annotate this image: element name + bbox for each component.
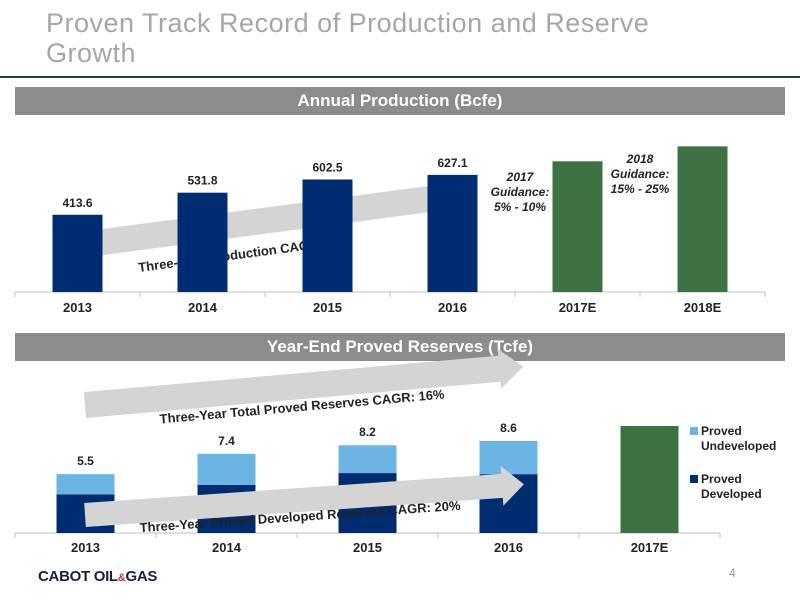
proved-undeveloped-bar xyxy=(338,445,397,474)
guidance-2017-label: Guidance: xyxy=(491,185,550,199)
guidance-2018-label: 15% - 25% xyxy=(611,182,670,196)
legend-swatch xyxy=(690,427,698,435)
production-bar xyxy=(677,146,728,292)
legend-label: Undeveloped xyxy=(701,439,776,453)
legend-label: Proved xyxy=(701,472,742,486)
title-divider xyxy=(0,76,800,78)
production-chart-title: Annual Production (Bcfe) xyxy=(15,87,785,115)
reserves-total-label: 7.4 xyxy=(218,434,235,448)
legend-label: Developed xyxy=(701,487,762,501)
reserves-x-tick-label: 2013 xyxy=(71,540,100,555)
production-x-tick-label: 2015 xyxy=(313,300,342,315)
reserves-chart: Three-Year Total Proved Reserves CAGR: 1… xyxy=(14,348,776,555)
proved-undeveloped-bar xyxy=(197,453,256,485)
production-value-label: 602.5 xyxy=(312,160,342,174)
guidance-2018-label: Guidance: xyxy=(611,167,670,181)
proved-undeveloped-bar xyxy=(479,440,538,475)
production-x-tick-label: 2017E xyxy=(559,300,597,315)
logo-amp: & xyxy=(117,572,126,584)
production-x-tick-label: 2014 xyxy=(188,300,218,315)
production-value-label: 627.1 xyxy=(437,156,467,170)
reserves-chart-title: Year-End Proved Reserves (Tcfe) xyxy=(15,333,785,361)
reserves-x-tick-label: 2017E xyxy=(631,540,669,555)
guidance-2017-label: 5% - 10% xyxy=(494,200,546,214)
slide-title: Proven Track Record of Production and Re… xyxy=(46,8,650,68)
logo-end: GAS xyxy=(125,568,158,585)
guidance-2017-label: 2017 xyxy=(506,170,535,184)
legend-label: Proved xyxy=(701,424,742,438)
production-bar xyxy=(427,174,478,292)
production-cagr-arrow xyxy=(78,176,457,258)
reserves-2017e-bar xyxy=(620,425,679,533)
reserves-total-label: 5.5 xyxy=(77,454,94,468)
developed-reserves-cagr-arrow xyxy=(84,465,524,527)
production-bar xyxy=(302,179,353,292)
legend-swatch xyxy=(690,475,698,483)
guidance-2018-label: 2018 xyxy=(626,152,654,166)
production-x-tick-label: 2018E xyxy=(684,300,722,315)
page-number: 4 xyxy=(729,566,736,580)
cabot-logo: CABOT OIL&GAS xyxy=(38,568,157,585)
production-value-label: 413.6 xyxy=(62,196,92,210)
reserves-total-label: 8.2 xyxy=(359,425,376,439)
production-bar xyxy=(177,192,228,292)
production-x-tick-label: 2016 xyxy=(438,300,467,315)
reserves-total-label: 8.6 xyxy=(500,421,517,435)
production-bar xyxy=(52,214,103,292)
reserves-x-tick-label: 2016 xyxy=(494,540,523,555)
reserves-x-tick-label: 2014 xyxy=(212,540,242,555)
proved-undeveloped-bar xyxy=(56,474,115,495)
production-chart: Three-Year Production CAGR: 15%413.62013… xyxy=(14,146,766,315)
production-x-tick-label: 2013 xyxy=(63,300,92,315)
total-reserves-cagr-arrow xyxy=(83,348,524,418)
production-value-label: 531.8 xyxy=(187,174,217,188)
logo-main: CABOT OIL xyxy=(38,568,118,585)
production-bar xyxy=(552,161,603,292)
reserves-x-tick-label: 2015 xyxy=(353,540,382,555)
